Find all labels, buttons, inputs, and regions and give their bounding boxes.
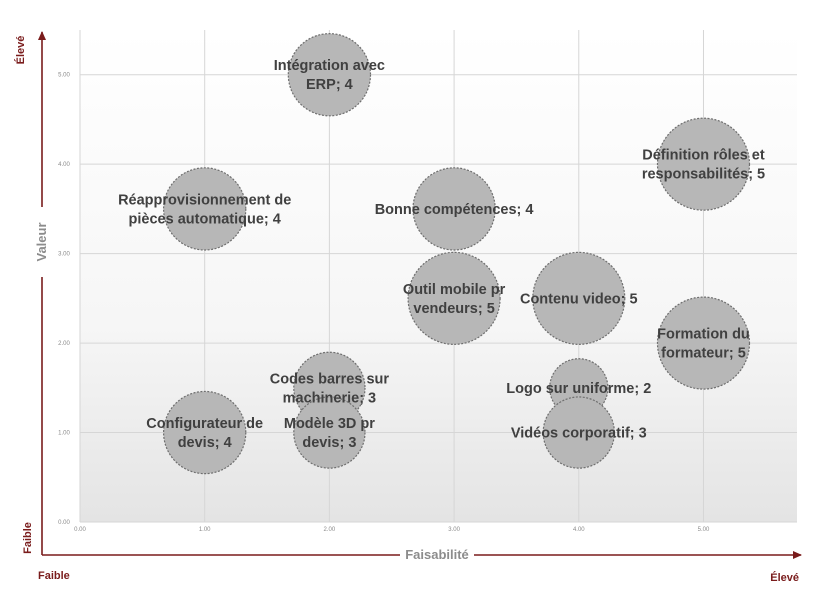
y-axis-title: Valeur xyxy=(34,222,49,261)
y-tick-labels: 0.00 1.00 2.00 3.00 4.00 5.00 xyxy=(58,73,70,526)
bubble-point xyxy=(287,33,372,117)
bubble-point xyxy=(656,296,751,390)
y-low-label: Faible xyxy=(22,522,34,554)
bubble-label: Modèle 3D pr devis; 3 xyxy=(284,416,375,451)
bubble-point xyxy=(162,167,247,251)
bubbles xyxy=(162,33,751,475)
x-tick-label: 5.00 xyxy=(698,527,710,533)
bubble-label: Intégration avec ERP; 4 xyxy=(274,58,385,93)
x-tick-label: 2.00 xyxy=(324,527,336,533)
x-tick-label: 3.00 xyxy=(448,527,460,533)
bubble-point xyxy=(532,251,626,345)
y-tick-label: 3.00 xyxy=(58,252,70,258)
bubble-label: Vidéos corporatif; 3 xyxy=(511,426,647,442)
x-low-label: Faible xyxy=(38,570,70,582)
x-tick-label: 4.00 xyxy=(573,527,585,533)
bubble-point xyxy=(162,390,247,475)
bubble-label: Configurateur de devis; 4 xyxy=(146,416,263,451)
x-tick-label: 0.00 xyxy=(74,527,86,533)
bubble-point xyxy=(656,117,751,211)
bubble-label: Définition rôles et responsabilités; 5 xyxy=(642,148,765,183)
bubble-point xyxy=(542,396,615,469)
y-tick-label: 1.00 xyxy=(58,431,70,437)
bubble-label: Contenu video; 5 xyxy=(520,291,638,307)
x-axis-title: Faisabilité xyxy=(405,547,469,562)
x-tick-label: 1.00 xyxy=(199,527,211,533)
bubble-point xyxy=(407,251,501,345)
bubble-point xyxy=(293,396,366,469)
bubble-label: Codes barres sur machinerie; 3 xyxy=(270,371,390,406)
y-tick-label: 0.00 xyxy=(58,520,70,526)
bubble-point xyxy=(412,167,496,251)
y-tick-label: 2.00 xyxy=(58,341,70,347)
y-tick-label: 5.00 xyxy=(58,73,70,79)
y-tick-label: 4.00 xyxy=(58,162,70,168)
bubble-labels: Intégration avec ERP; 4 Définition rôles e… xyxy=(118,58,765,451)
bubble-label: Logo sur uniforme; 2 xyxy=(506,381,651,397)
bubble-label: Formation du formateur; 5 xyxy=(657,327,750,362)
bubble-label: Réapprovisionnement de pièces automatique… xyxy=(118,192,291,227)
bubble-label: Bonne compétences; 4 xyxy=(375,202,534,218)
y-high-label: Élevé xyxy=(14,36,27,65)
x-tick-labels: 0.00 1.00 2.00 3.00 4.00 5.00 xyxy=(74,527,710,533)
x-high-label: Élevé xyxy=(770,571,799,584)
bubble-label: Outil mobile pr vendeurs; 5 xyxy=(403,282,506,317)
